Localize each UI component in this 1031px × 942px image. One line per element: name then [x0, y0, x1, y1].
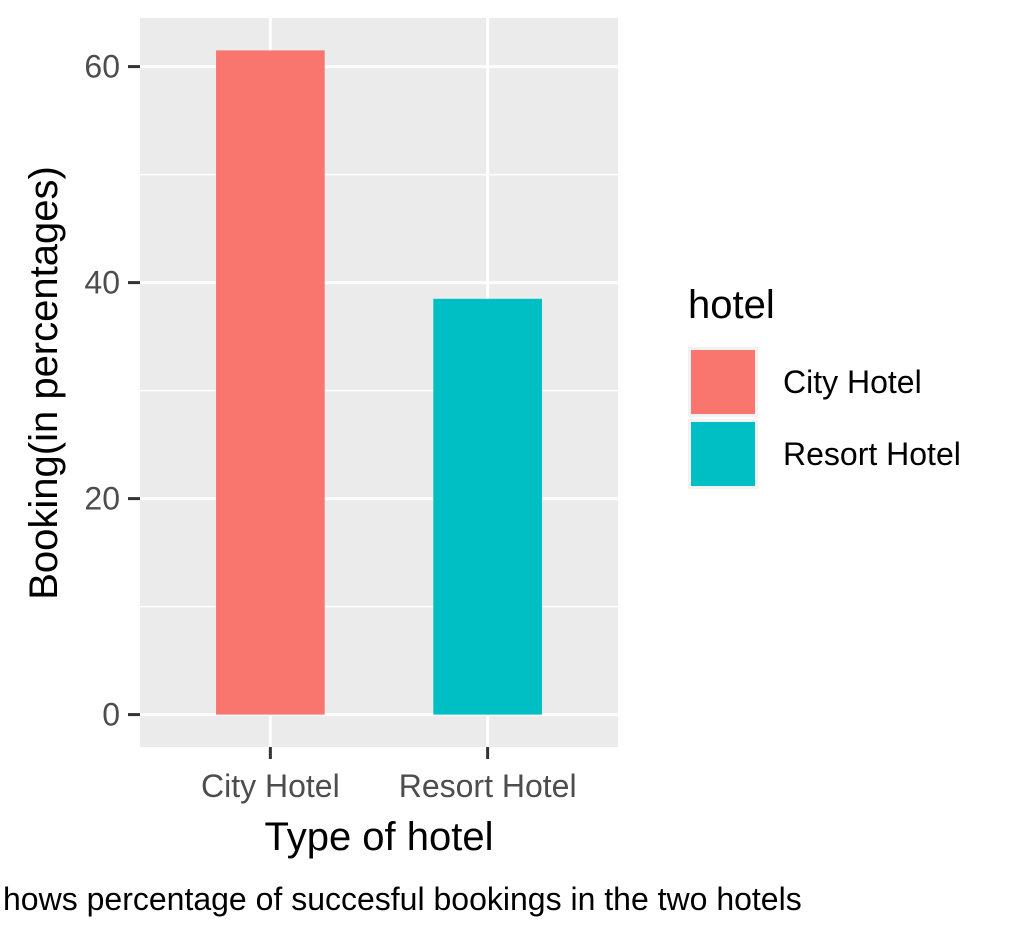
y-tick-label: 0 [102, 697, 120, 733]
bar-city-hotel [216, 50, 325, 715]
legend-swatch [691, 422, 755, 486]
y-tick-label: 40 [84, 265, 120, 301]
plot-panel [140, 18, 618, 747]
chart-caption: hows percentage of succesful bookings in… [3, 881, 802, 917]
legend: hotel City Hotel Resort Hotel [688, 283, 961, 489]
y-axis: 0 20 40 60 [84, 49, 140, 733]
x-tick-label: City Hotel [201, 768, 340, 804]
legend-label: Resort Hotel [783, 436, 961, 472]
x-axis: City Hotel Resort Hotel [201, 747, 577, 804]
legend-swatch [691, 350, 755, 414]
x-axis-title: Type of hotel [264, 815, 493, 859]
bar-resort-hotel [433, 298, 542, 715]
y-tick-label: 60 [84, 49, 120, 85]
legend-label: City Hotel [783, 364, 922, 400]
bars [216, 50, 542, 715]
legend-title: hotel [688, 283, 775, 327]
x-tick-label: Resort Hotel [399, 768, 577, 804]
y-axis-title: Booking(in percentages) [22, 166, 66, 600]
y-tick-label: 20 [84, 481, 120, 517]
